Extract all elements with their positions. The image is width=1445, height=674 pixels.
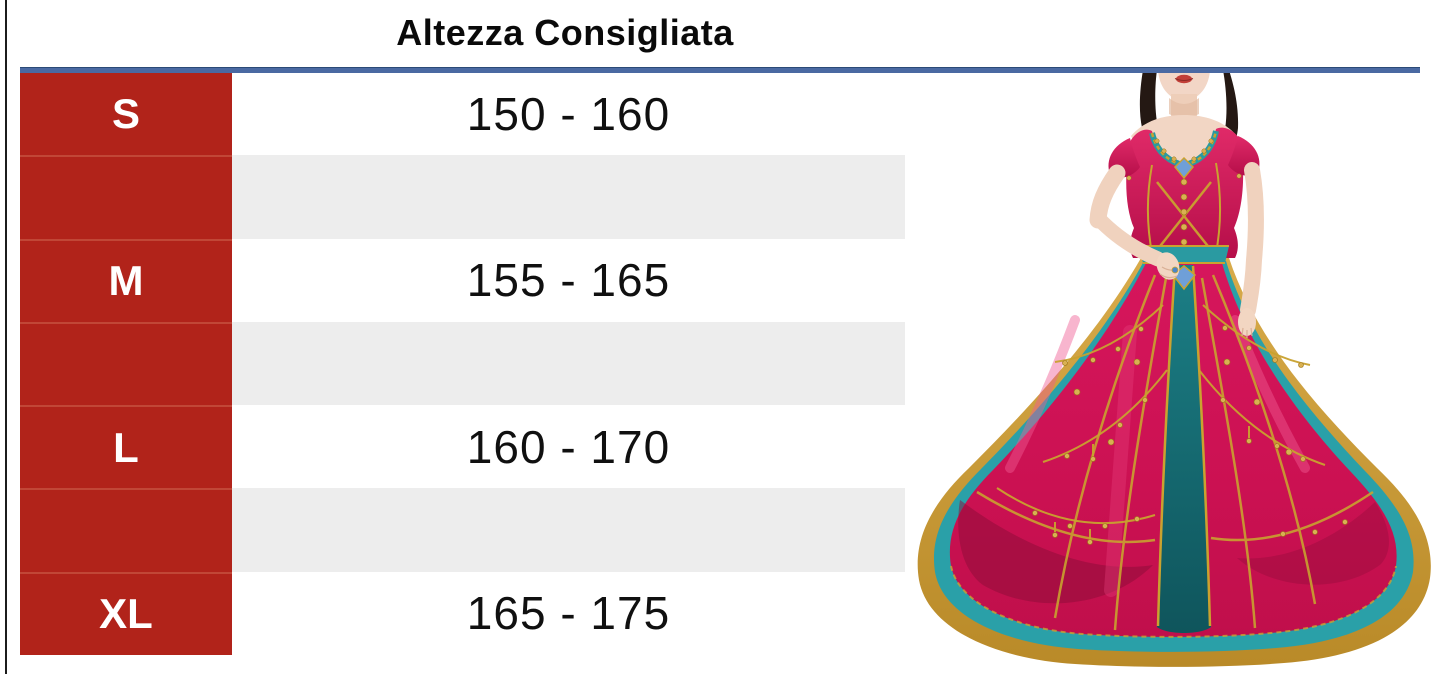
gown-neckline-trim — [1149, 130, 1219, 180]
left-border-line — [5, 0, 7, 674]
size-label-xl: XL — [20, 571, 232, 655]
gown-skirt — [917, 258, 1431, 667]
size-column-filler — [20, 488, 232, 572]
stripe-row — [232, 488, 905, 572]
size-label-l: L — [20, 405, 232, 489]
stripe-row — [232, 321, 905, 406]
page-title: Altezza Consigliata — [396, 12, 734, 53]
size-label-s: S — [20, 72, 232, 156]
size-table: S 150 - 160 M 155 - 165 L 160 - 170 XL 1… — [20, 72, 905, 655]
height-range-l: 160 - 170 — [466, 420, 671, 473]
model-lips — [1176, 74, 1192, 84]
size-row-l: L 160 - 170 — [20, 405, 905, 489]
size-column-filler — [20, 321, 232, 406]
size-column-filler — [20, 155, 232, 239]
gown-bodice — [1126, 127, 1244, 259]
separator-row — [20, 321, 905, 406]
height-range-xl: 165 - 175 — [466, 587, 671, 640]
model-arms — [1089, 162, 1264, 338]
gown-brooch — [1173, 156, 1195, 180]
gown-coin-chains — [996, 304, 1326, 539]
separator-row — [20, 155, 905, 239]
product-photo-costume-gown — [917, 70, 1431, 667]
header-underline — [20, 67, 1420, 73]
height-range-s: 150 - 160 — [466, 87, 671, 140]
separator-row — [20, 488, 905, 572]
height-range-m: 155 - 165 — [466, 254, 671, 307]
size-label-m: M — [20, 238, 232, 322]
model-ring-gem — [1171, 266, 1179, 274]
size-row-m: M 155 - 165 — [20, 238, 905, 322]
size-row-xl: XL 165 - 175 — [20, 571, 905, 655]
stripe-row — [232, 155, 905, 239]
size-row-s: S 150 - 160 — [20, 72, 905, 156]
